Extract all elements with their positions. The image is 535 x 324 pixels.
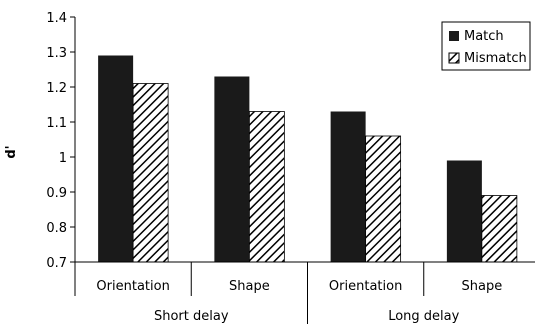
category-label: Orientation	[329, 279, 402, 294]
y-tick-label: 0.8	[46, 221, 67, 236]
bar-match	[98, 56, 133, 263]
y-axis-label: d'	[4, 145, 19, 158]
bar-match	[331, 112, 366, 263]
y-tick-label: 1.4	[46, 11, 67, 26]
category-label: Shape	[462, 279, 503, 294]
bar-mismatch	[366, 136, 401, 262]
legend-swatch-mismatch	[449, 53, 459, 63]
bars	[98, 56, 517, 263]
y-tick-label: 0.9	[46, 186, 67, 201]
bar-mismatch	[482, 196, 517, 263]
group-labels: Short delay Long delay	[154, 309, 460, 324]
bar-match	[214, 77, 249, 263]
y-tick-label: 1.2	[46, 81, 67, 96]
legend-label-match: Match	[464, 29, 504, 44]
legend: Match Mismatch	[442, 22, 530, 70]
category-label: Orientation	[96, 279, 169, 294]
category-label: Shape	[229, 279, 270, 294]
legend-swatch-match	[449, 31, 459, 41]
legend-label-mismatch: Mismatch	[464, 51, 527, 66]
y-tick-label: 1.1	[46, 116, 67, 131]
group-label: Short delay	[154, 309, 229, 324]
y-tick-label: 0.7	[46, 256, 67, 271]
y-tick-label: 1.3	[46, 46, 67, 61]
y-tick-label: 1	[59, 151, 67, 166]
bar-mismatch	[133, 84, 168, 263]
y-axis: 0.7 0.8 0.9 1 1.1 1.2 1.3 1.4	[46, 11, 75, 271]
group-label: Long delay	[388, 309, 459, 324]
bar-mismatch	[249, 112, 284, 263]
bar-match	[447, 161, 482, 263]
